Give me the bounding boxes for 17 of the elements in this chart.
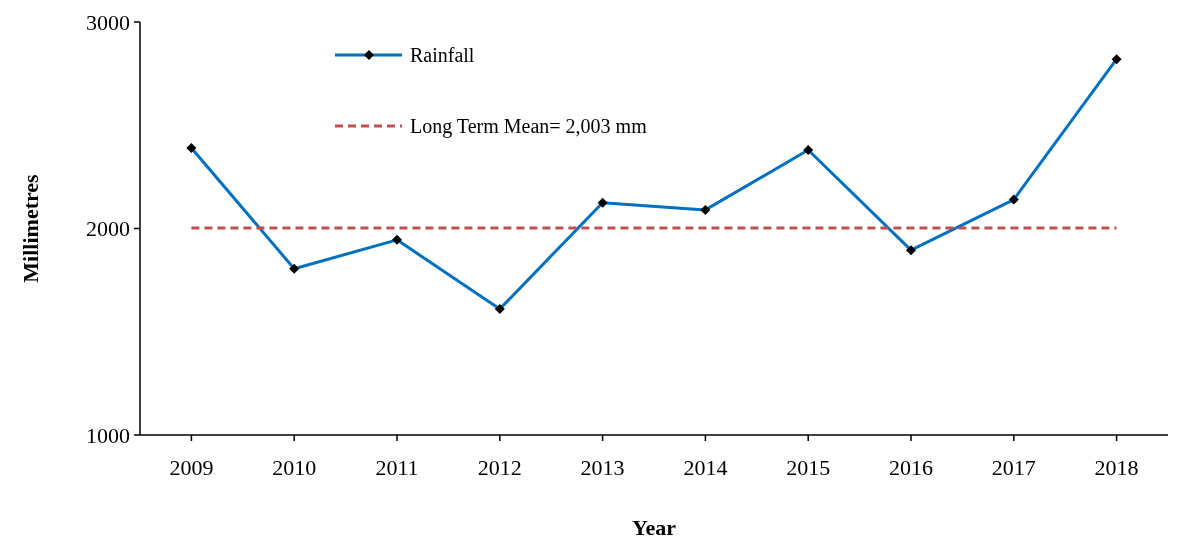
x-tick-label: 2014 <box>683 455 728 480</box>
x-tick-label: 2011 <box>375 455 419 480</box>
x-tick-label: 2010 <box>272 455 317 480</box>
x-axis-title: Year <box>632 515 677 540</box>
y-tick-label: 1000 <box>86 422 130 448</box>
x-tick-label: 2018 <box>1094 455 1139 480</box>
x-tick-label: 2016 <box>889 455 933 480</box>
legend-label: Rainfall <box>410 44 475 66</box>
y-tick-label: 2000 <box>86 216 130 242</box>
x-tick-label: 2013 <box>580 455 625 480</box>
y-axis-title: Millimetres <box>18 173 43 283</box>
y-tick-label: 3000 <box>86 9 130 35</box>
x-tick-label: 2009 <box>169 455 214 480</box>
legend-label: Long Term Mean= 2,003 mm <box>410 115 648 138</box>
x-tick-label: 2017 <box>991 455 1036 480</box>
x-tick-label: 2012 <box>477 455 522 480</box>
x-tick-label: 2015 <box>786 455 831 480</box>
